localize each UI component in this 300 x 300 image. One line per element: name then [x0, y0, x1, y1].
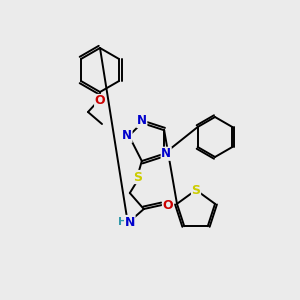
Text: S: S — [133, 170, 142, 184]
Text: H: H — [118, 217, 128, 227]
Text: N: N — [122, 129, 132, 142]
Text: N: N — [161, 147, 171, 160]
Text: N: N — [124, 215, 135, 229]
Text: O: O — [163, 199, 173, 212]
Text: S: S — [191, 184, 200, 196]
Text: O: O — [95, 94, 105, 107]
Text: N: N — [137, 115, 147, 128]
